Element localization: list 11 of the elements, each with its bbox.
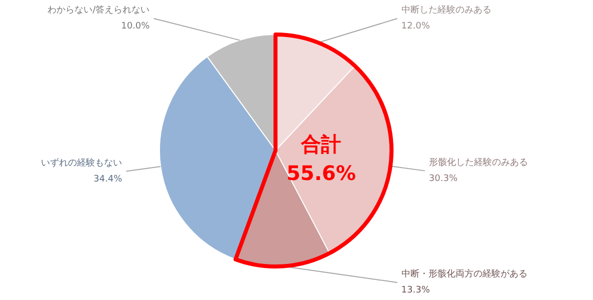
data-label: 13.3% [401, 286, 430, 296]
slice-label: 中断した経験のみある [401, 4, 492, 16]
slice-label: 形骸化した経験のみある [428, 156, 528, 168]
data-label: 34.4% [94, 174, 123, 184]
data-label: 12.0% [401, 22, 430, 32]
slice-label: 中断・形骸化両方の経験がある [401, 268, 528, 280]
slice-label: わからない/答えられない [48, 4, 150, 16]
text: 合計 55.6% [286, 132, 356, 186]
data-label: 30.3% [428, 174, 458, 184]
slice-label: いずれの経験もない [41, 157, 122, 168]
data-label: 10.0% [121, 22, 150, 32]
